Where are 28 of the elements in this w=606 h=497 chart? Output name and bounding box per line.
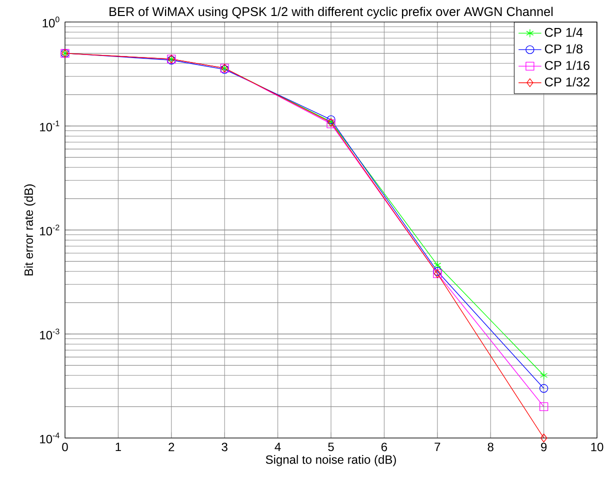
point	[540, 371, 548, 380]
y-tick-label: 10$^{-2}$	[40, 224, 60, 236]
text: CP 1/4	[544, 28, 583, 37]
x-tick-label: 10	[591, 442, 604, 452]
x-tick-label: 2	[168, 442, 174, 452]
y-tick-label: 10$^{-3}$	[40, 328, 60, 340]
x-tick-label: 1	[116, 442, 121, 451]
x-tick-label: 0	[62, 442, 68, 452]
y-tick-label: 10$^{0}$	[42, 16, 60, 28]
point	[540, 434, 548, 442]
chart-title: BER of WiMAX using QPSK 1/2 with different cyclic prefix over AWGN Channel	[110, 6, 553, 19]
x-axis-title: Signal to noise ratio (dB)	[266, 455, 396, 466]
x-tick-label: 6	[381, 442, 388, 452]
legend-label: CP 1/16	[544, 60, 590, 70]
point	[539, 384, 548, 393]
y-tick-label: 10$^{-1}$	[40, 120, 60, 132]
point	[539, 402, 548, 412]
legend-label: CP 1/32	[544, 77, 590, 86]
y-tick-label: 10$^{-4}$	[40, 432, 60, 444]
x-tick-label: 9	[541, 442, 547, 452]
x-tick-label: 4	[274, 442, 281, 451]
x-tick-label: 8	[488, 442, 494, 452]
x-tick-label: 5	[328, 442, 334, 452]
x-tick-label: 7	[434, 442, 440, 451]
point	[434, 260, 442, 270]
x-tick-label: 3	[222, 442, 228, 452]
y-axis-title: Bit error rate (dB)	[24, 184, 36, 276]
legend-label: CP 1/8	[544, 44, 582, 54]
